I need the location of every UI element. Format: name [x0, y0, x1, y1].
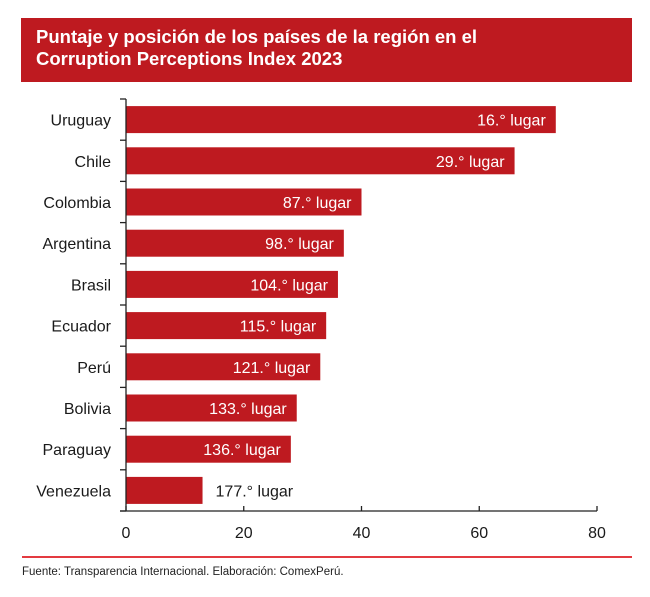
x-tick-label: 40 [353, 525, 371, 542]
bar-bolivia [126, 394, 297, 422]
bar-brasil [126, 270, 338, 298]
category-label: Ecuador [51, 319, 111, 336]
data-label: 136.° lugar [203, 442, 281, 459]
data-label: 115.° lugar [240, 319, 317, 336]
x-tick-label: 80 [588, 525, 606, 542]
bar-uruguay [126, 106, 556, 134]
category-label: Chile [75, 154, 112, 171]
category-label: Perú [77, 360, 111, 377]
category-label: Argentina [43, 236, 112, 253]
bar-per [126, 353, 321, 381]
data-label: 121.° lugar [233, 360, 311, 377]
data-label: 16.° lugar [477, 113, 546, 130]
title-banner: Puntaje y posición de los países de la r… [21, 18, 632, 82]
data-label: 104.° lugar [250, 277, 328, 294]
source-footer: Fuente: Transparencia Internacional. Ela… [22, 566, 344, 578]
footer-divider [22, 556, 632, 558]
category-label: Bolivia [64, 401, 111, 418]
category-label: Venezuela [36, 483, 111, 500]
bar-venezuela [126, 476, 203, 504]
data-label: 98.° lugar [265, 236, 334, 253]
category-labels-group: Uruguay Chile Colombia Argentina Brasil Ecuad… [36, 113, 111, 501]
data-label: 133.° lugar [209, 401, 287, 418]
category-label: Brasil [71, 277, 111, 294]
axes-group [120, 98, 597, 512]
bars-group [126, 106, 556, 504]
bar-colombia [126, 188, 362, 216]
bar-argentina [126, 229, 344, 257]
category-label: Paraguay [43, 442, 112, 459]
category-label: Colombia [43, 195, 111, 212]
chart-title-line-2: Corruption Perceptions Index 2023 [36, 48, 343, 69]
bar-ecuador [126, 312, 327, 340]
data-label: 29.° lugar [436, 154, 505, 171]
data-labels-group: 16.° lugar 29.° lugar 87.° lugar 98.° lugar… [203, 113, 546, 501]
bar-chile [126, 147, 515, 175]
chart-title-line-1: Puntaje y posición de los países de la r… [36, 26, 478, 47]
bar-paraguay [126, 435, 291, 463]
x-tick-label: 20 [235, 525, 253, 542]
data-label: 177.° lugar [216, 483, 294, 500]
x-tick-label: 60 [470, 525, 488, 542]
data-label: 87.° lugar [283, 195, 352, 212]
category-label: Uruguay [51, 113, 111, 130]
x-ticks-group: 0 20 40 60 80 [122, 506, 606, 542]
x-tick-label: 0 [122, 525, 131, 542]
